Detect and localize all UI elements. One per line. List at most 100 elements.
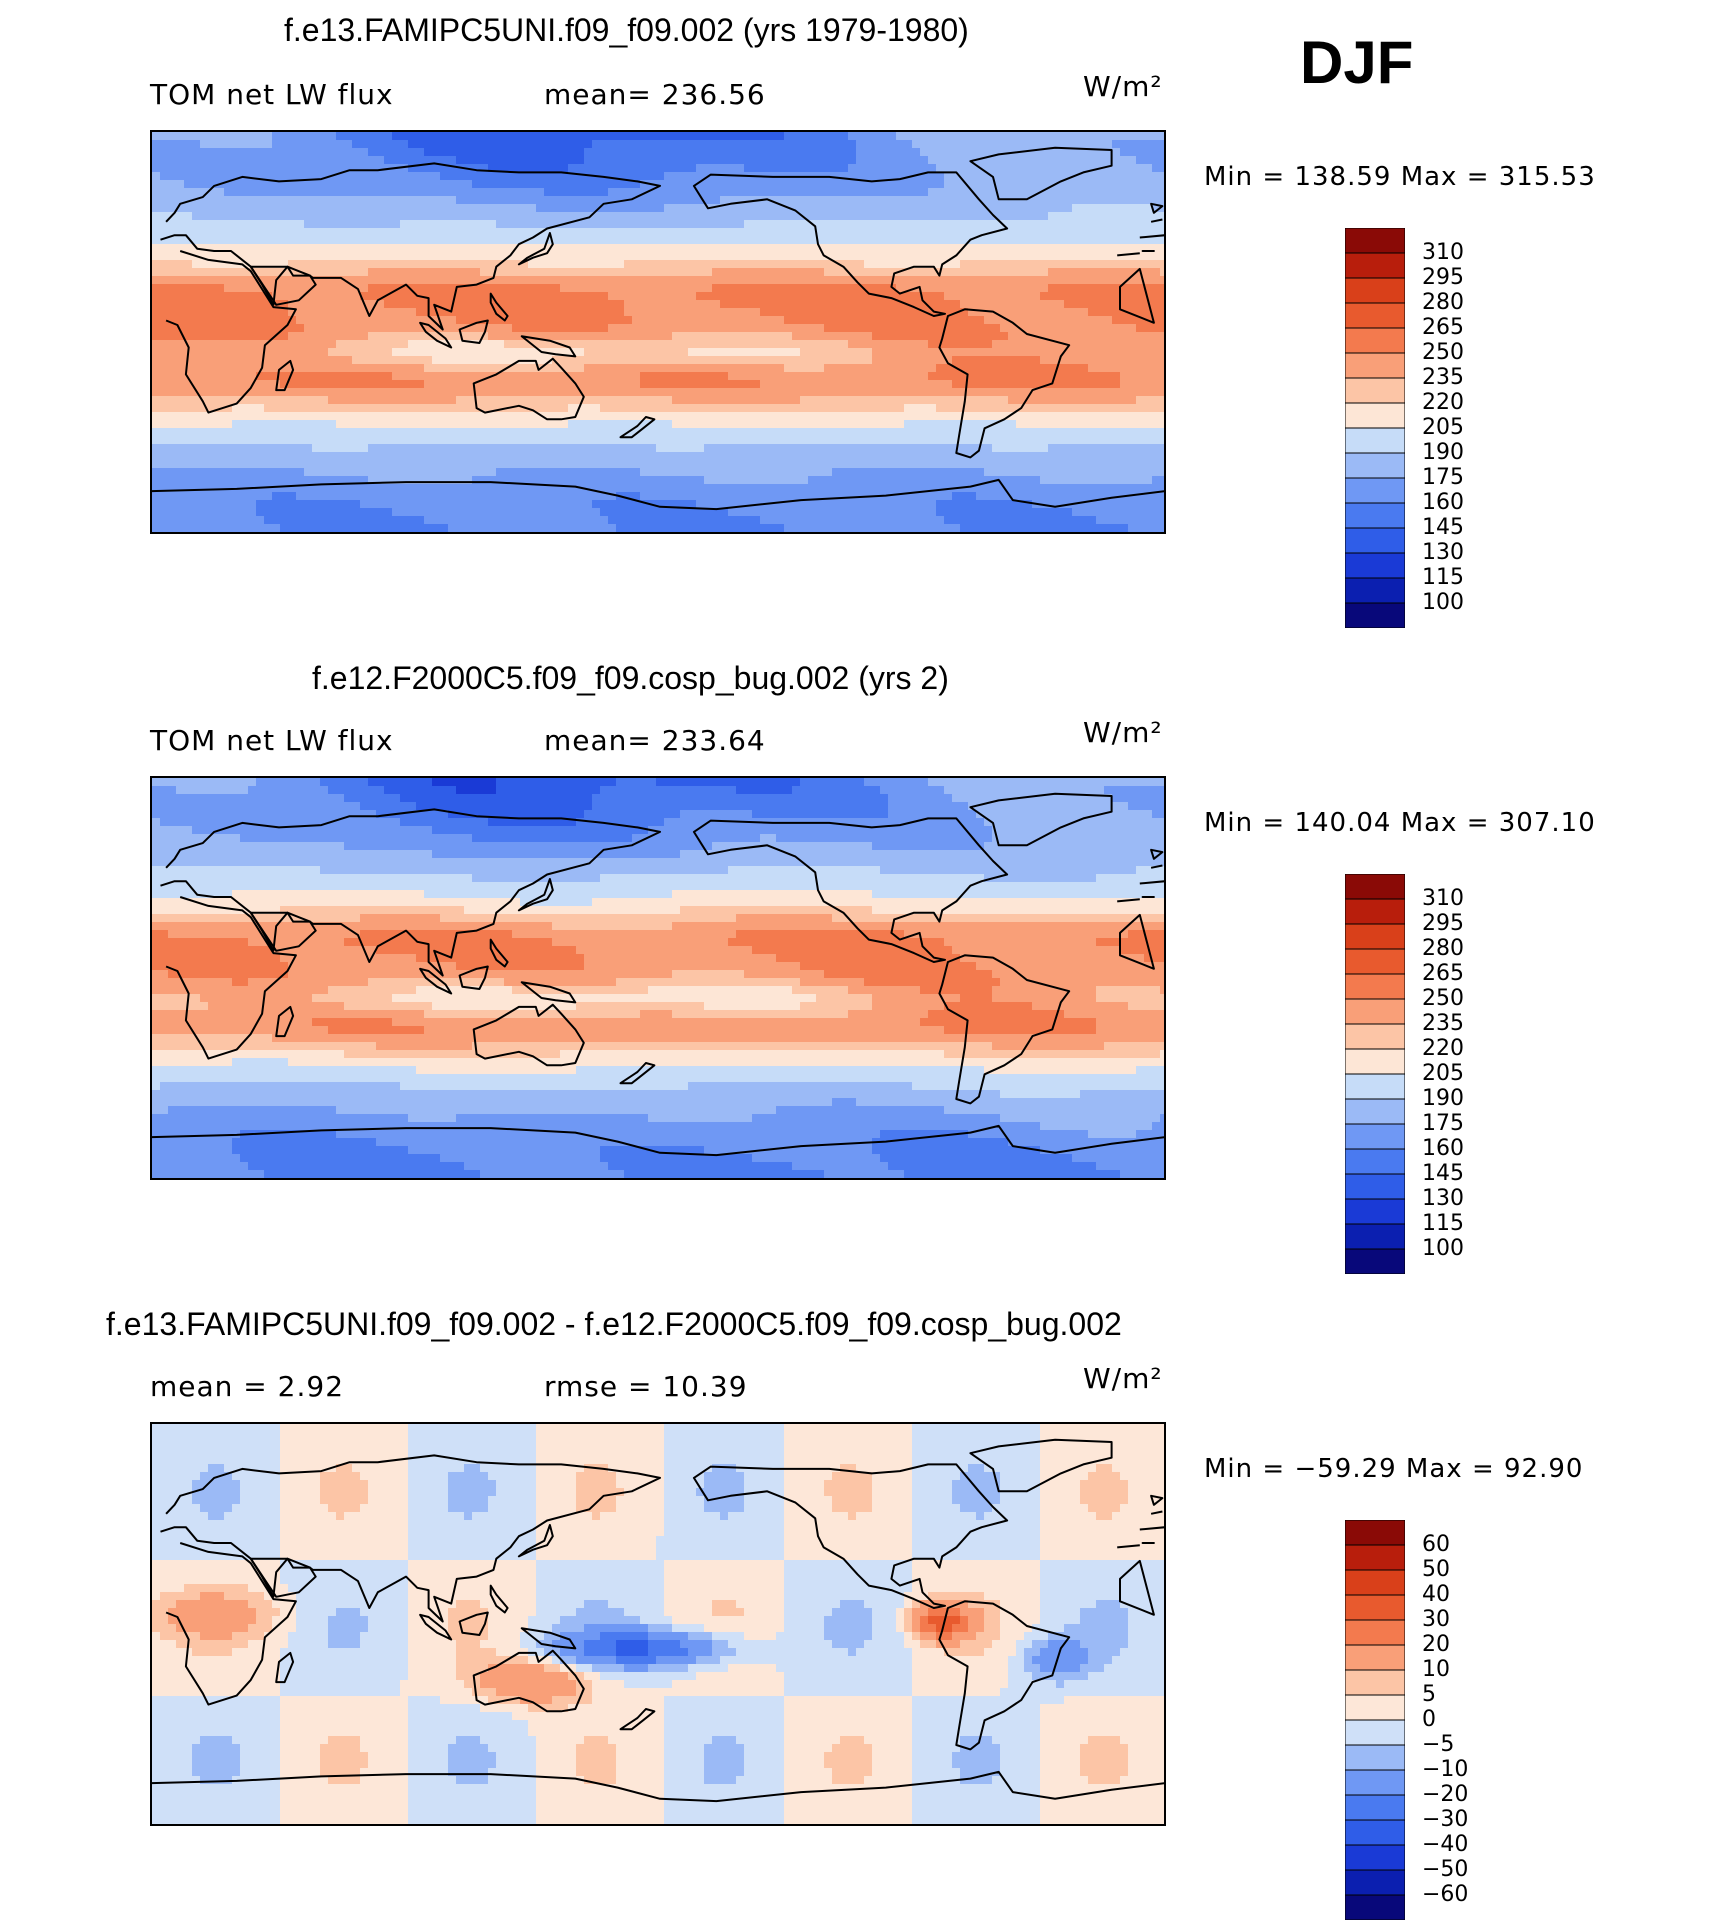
panel-3-mean-label: mean = 2.92 bbox=[150, 1370, 345, 1403]
panel-1-colorbar bbox=[1345, 228, 1405, 628]
colorbar-swatch bbox=[1345, 973, 1405, 1000]
coastline bbox=[619, 1708, 656, 1731]
colorbar-swatch bbox=[1345, 1844, 1405, 1871]
coastline bbox=[458, 965, 489, 990]
colorbar-swatch bbox=[1345, 1644, 1405, 1671]
colorbar-tick-label: 295 bbox=[1422, 265, 1464, 290]
coastline bbox=[472, 1649, 585, 1713]
coastline bbox=[938, 954, 1071, 1105]
coastline bbox=[152, 1770, 1164, 1803]
colorbar-tick-label: 250 bbox=[1422, 986, 1464, 1011]
colorbar-tick-label: 130 bbox=[1422, 1186, 1464, 1211]
colorbar-swatch bbox=[1345, 1594, 1405, 1621]
colorbar-tick-label: 160 bbox=[1422, 490, 1464, 515]
coastline bbox=[458, 1611, 489, 1636]
coastline bbox=[249, 265, 317, 306]
colorbar-swatch bbox=[1345, 1223, 1405, 1250]
colorbar-swatch bbox=[1345, 577, 1405, 604]
colorbar-swatch bbox=[1345, 1098, 1405, 1125]
panel-3-rmse-label: rmse = 10.39 bbox=[544, 1370, 748, 1403]
colorbar-tick-label: −50 bbox=[1422, 1857, 1469, 1882]
colorbar-swatch bbox=[1345, 1198, 1405, 1225]
colorbar-swatch bbox=[1345, 552, 1405, 579]
colorbar-swatch bbox=[1345, 1744, 1405, 1771]
colorbar-swatch bbox=[1345, 327, 1405, 354]
coastline bbox=[472, 357, 585, 421]
panel-1-units: W/m² bbox=[1083, 70, 1163, 103]
colorbar-tick-label: 100 bbox=[1422, 1236, 1464, 1261]
colorbar-tick-label: 145 bbox=[1422, 1161, 1464, 1186]
colorbar-swatch bbox=[1345, 1794, 1405, 1821]
colorbar-tick-label: 250 bbox=[1422, 340, 1464, 365]
season-label: DJF bbox=[1300, 29, 1414, 96]
colorbar-tick-label: 280 bbox=[1422, 290, 1464, 315]
panel-2-colorbar bbox=[1345, 874, 1405, 1274]
coastline bbox=[165, 250, 1155, 414]
colorbar-swatch bbox=[1345, 1023, 1405, 1050]
colorbar-swatch bbox=[1345, 402, 1405, 429]
colorbar-swatch bbox=[1345, 277, 1405, 304]
field-cells bbox=[152, 132, 1164, 532]
panel-1-map bbox=[150, 130, 1166, 534]
colorbar-tick-label: 220 bbox=[1422, 390, 1464, 415]
panel-1-title: f.e13.FAMIPC5UNI.f09_f09.002 (yrs 1979-1… bbox=[284, 12, 969, 48]
panel-2-minmax: Min = 140.04 Max = 307.10 bbox=[1204, 808, 1596, 838]
colorbar-tick-label: 145 bbox=[1422, 515, 1464, 540]
colorbar-tick-label: −20 bbox=[1422, 1782, 1469, 1807]
coastline bbox=[938, 308, 1071, 459]
colorbar-swatch bbox=[1345, 1569, 1405, 1596]
coastline bbox=[249, 1557, 317, 1598]
panel-2-map bbox=[150, 776, 1166, 1180]
coastline bbox=[160, 1454, 1164, 1623]
coastline bbox=[517, 878, 554, 912]
colorbar-tick-label: 175 bbox=[1422, 465, 1464, 490]
coastline bbox=[692, 171, 1009, 317]
coastline bbox=[520, 981, 577, 1004]
coastline bbox=[520, 1627, 577, 1650]
coastline bbox=[249, 911, 317, 952]
panel-2-title: f.e12.F2000C5.f09_f09.cosp_bug.002 (yrs … bbox=[312, 660, 949, 696]
coastline bbox=[517, 232, 554, 266]
coastline bbox=[152, 478, 1164, 511]
colorbar-tick-label: 50 bbox=[1422, 1557, 1450, 1582]
colorbar-tick-label: −60 bbox=[1422, 1882, 1469, 1907]
coastline bbox=[165, 1542, 1155, 1706]
coastline bbox=[472, 1003, 585, 1067]
coastline bbox=[419, 1613, 453, 1641]
colorbar-tick-label: 160 bbox=[1422, 1136, 1464, 1161]
colorbar-swatch bbox=[1345, 1048, 1405, 1075]
colorbar-swatch bbox=[1345, 527, 1405, 554]
colorbar-swatch bbox=[1345, 1148, 1405, 1175]
colorbar-swatch bbox=[1345, 923, 1405, 950]
panel-2-units: W/m² bbox=[1083, 716, 1163, 749]
panel-2-mean-label: mean= 233.64 bbox=[544, 724, 766, 757]
colorbar-tick-label: 0 bbox=[1422, 1707, 1436, 1732]
colorbar-tick-label: 100 bbox=[1422, 590, 1464, 615]
coastline bbox=[160, 162, 1164, 331]
colorbar-swatch bbox=[1345, 452, 1405, 479]
colorbar-swatch bbox=[1345, 1173, 1405, 1200]
colorbar-tick-label: 20 bbox=[1422, 1632, 1450, 1657]
colorbar-tick-label: 310 bbox=[1422, 886, 1464, 911]
coastline bbox=[692, 817, 1009, 963]
colorbar-tick-label: 220 bbox=[1422, 1036, 1464, 1061]
coastline bbox=[1150, 202, 1164, 223]
coastline bbox=[969, 146, 1113, 201]
colorbar-tick-label: 295 bbox=[1422, 911, 1464, 936]
colorbar-tick-label: 190 bbox=[1422, 440, 1464, 465]
coastline bbox=[489, 938, 509, 968]
field-cells bbox=[152, 778, 1164, 1178]
panel-3-units: W/m² bbox=[1083, 1362, 1163, 1395]
colorbar-swatch bbox=[1345, 1248, 1405, 1274]
colorbar-swatch bbox=[1345, 1694, 1405, 1721]
coastline bbox=[458, 319, 489, 344]
colorbar-swatch bbox=[1345, 1123, 1405, 1150]
colorbar-swatch bbox=[1345, 1073, 1405, 1100]
coastline bbox=[419, 967, 453, 995]
colorbar-tick-label: 175 bbox=[1422, 1111, 1464, 1136]
coastline bbox=[520, 335, 577, 358]
colorbar-swatch bbox=[1345, 998, 1405, 1025]
colorbar-tick-label: 235 bbox=[1422, 1011, 1464, 1036]
coastline bbox=[1150, 848, 1164, 869]
colorbar-swatch bbox=[1345, 1520, 1405, 1546]
